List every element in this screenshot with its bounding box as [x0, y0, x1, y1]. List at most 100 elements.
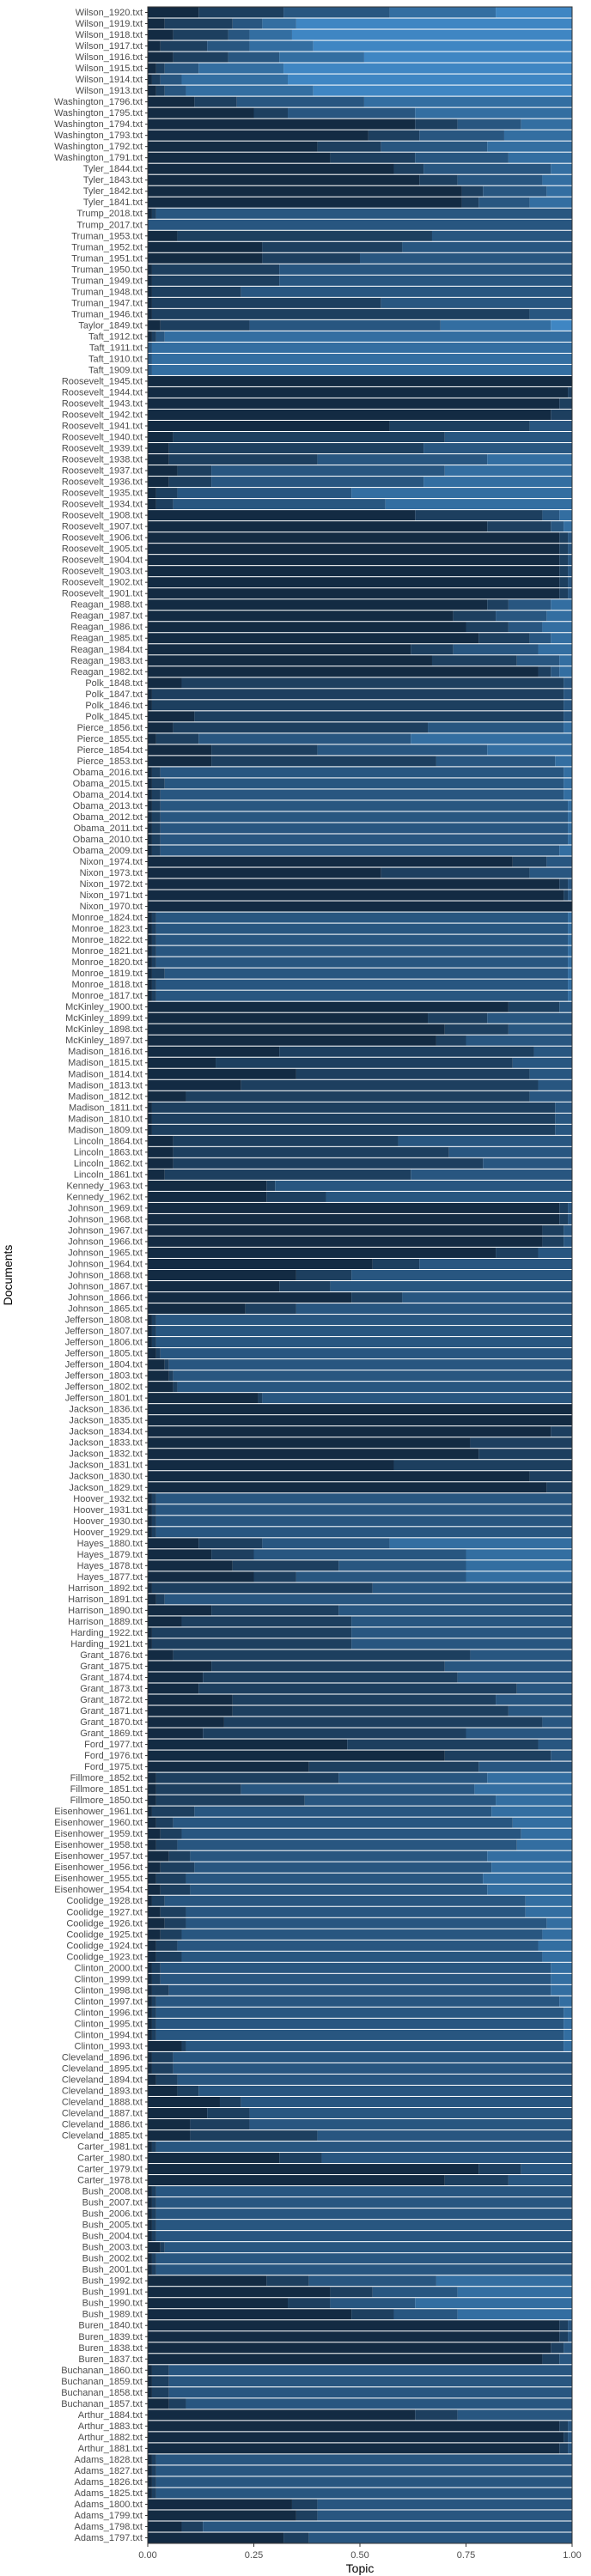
bar-segment	[186, 85, 314, 96]
document-label: Hayes_1878.txt	[77, 1561, 143, 1571]
bar-segment	[168, 2376, 572, 2387]
bar-segment	[564, 767, 572, 778]
bar-segment	[296, 1270, 352, 1280]
bar-segment	[245, 1303, 296, 1315]
bar-segment	[151, 2186, 156, 2197]
document-label: Carter_1978.txt	[77, 2176, 143, 2186]
bar-segment	[155, 923, 569, 934]
bar-segment	[151, 1516, 156, 1527]
bar-segment	[148, 1437, 471, 1449]
bar-segment	[568, 588, 572, 599]
bar-segment	[568, 2432, 572, 2443]
bar-segment	[151, 2063, 174, 2074]
document-label: Clinton_1997.txt	[75, 1996, 143, 2007]
bar-segment	[288, 2298, 331, 2309]
bar-segment	[181, 1828, 521, 1839]
document-label: Jackson_1835.txt	[69, 1416, 143, 1426]
document-label: Bush_1992.txt	[82, 2276, 143, 2287]
bar-segment	[168, 2398, 186, 2409]
bar-segment	[151, 331, 156, 342]
bar-segment	[279, 275, 572, 286]
bar-segment	[148, 375, 572, 386]
bar-segment	[148, 1482, 547, 1493]
bar-segment	[164, 1594, 572, 1605]
document-label: Obama_2016.txt	[73, 768, 143, 778]
bar-segment	[151, 2051, 174, 2063]
bar-segment	[148, 2208, 152, 2220]
bar-segment	[148, 454, 169, 465]
bar-segment	[190, 1850, 488, 1862]
bar-segment	[483, 185, 547, 197]
bar-segment	[151, 1113, 556, 1124]
document-label: Clinton_1995.txt	[75, 2019, 143, 2029]
document-label: Reagan_1982.txt	[70, 667, 143, 677]
document-label: Roosevelt_1906.txt	[62, 533, 143, 544]
bar-segment	[559, 1213, 569, 1224]
bar-segment	[457, 2309, 572, 2320]
bar-segment	[151, 2007, 156, 2018]
document-label: Reagan_1984.txt	[70, 645, 143, 655]
bar-segment	[148, 1315, 152, 1326]
bar-segment	[538, 1079, 572, 1091]
bar-segment	[160, 845, 560, 856]
bar-segment	[148, 18, 165, 29]
bar-segment	[419, 174, 458, 185]
bar-segment	[155, 957, 569, 968]
bar-segment	[151, 1806, 195, 1817]
bar-segment	[308, 2532, 572, 2543]
bar-segment	[148, 566, 560, 577]
document-label: Pierce_1855.txt	[77, 734, 143, 744]
bar-segment	[148, 2532, 284, 2543]
bar-segment	[177, 230, 432, 241]
bar-segment	[148, 811, 152, 823]
bar-segment	[155, 331, 165, 342]
document-label: Grant_1869.txt	[80, 1728, 143, 1739]
bar-segment	[151, 957, 156, 968]
bar-segment	[155, 1594, 165, 1605]
bar-segment	[148, 1728, 204, 1739]
bar-segment	[155, 1839, 178, 1850]
bar-segment	[321, 2153, 572, 2164]
bar-segment	[155, 2029, 564, 2040]
bar-segment	[436, 756, 556, 767]
bar-segment	[564, 2018, 572, 2029]
document-label: Truman_1947.txt	[71, 298, 143, 308]
bar-segment	[148, 2331, 560, 2342]
document-label: Adams_1798.txt	[75, 2522, 143, 2532]
bar-segment	[160, 1884, 191, 1895]
bar-segment	[211, 744, 318, 756]
bar-segment	[155, 1527, 572, 1538]
bar-segment	[148, 1471, 530, 1482]
bar-segment	[148, 2096, 220, 2107]
bar-segment	[148, 990, 152, 1001]
bar-segment	[241, 2096, 572, 2107]
bar-segment	[415, 118, 458, 130]
bar-segment	[148, 1672, 204, 1683]
document-label: Clinton_1998.txt	[75, 1985, 143, 1996]
bar-segment	[173, 1370, 572, 1382]
document-label: Hayes_1879.txt	[77, 1550, 143, 1560]
bar-segment	[568, 2443, 572, 2454]
bar-segment	[181, 2521, 204, 2532]
bar-segment	[551, 319, 572, 331]
bar-segment	[151, 2454, 156, 2465]
bar-segment	[564, 521, 572, 532]
bar-segment	[148, 319, 161, 331]
bar-segment	[148, 733, 156, 744]
bar-segment	[151, 1102, 556, 1113]
bar-segment	[173, 2051, 572, 2063]
bar-segment	[148, 2175, 445, 2186]
document-label: Polk_1846.txt	[85, 701, 143, 711]
bar-segment	[160, 1862, 195, 1873]
bar-segment	[487, 1012, 572, 1024]
document-label: Madison_1810.txt	[68, 1114, 143, 1124]
bar-segment	[151, 800, 161, 811]
bar-segment	[559, 544, 569, 555]
bar-segment	[173, 499, 386, 510]
bar-segment	[177, 488, 352, 499]
bar-segment	[148, 1404, 572, 1415]
bar-segment	[148, 744, 212, 756]
bar-segment	[296, 1068, 530, 1079]
bar-segment	[173, 1146, 449, 1157]
bar-segment	[148, 1146, 174, 1157]
